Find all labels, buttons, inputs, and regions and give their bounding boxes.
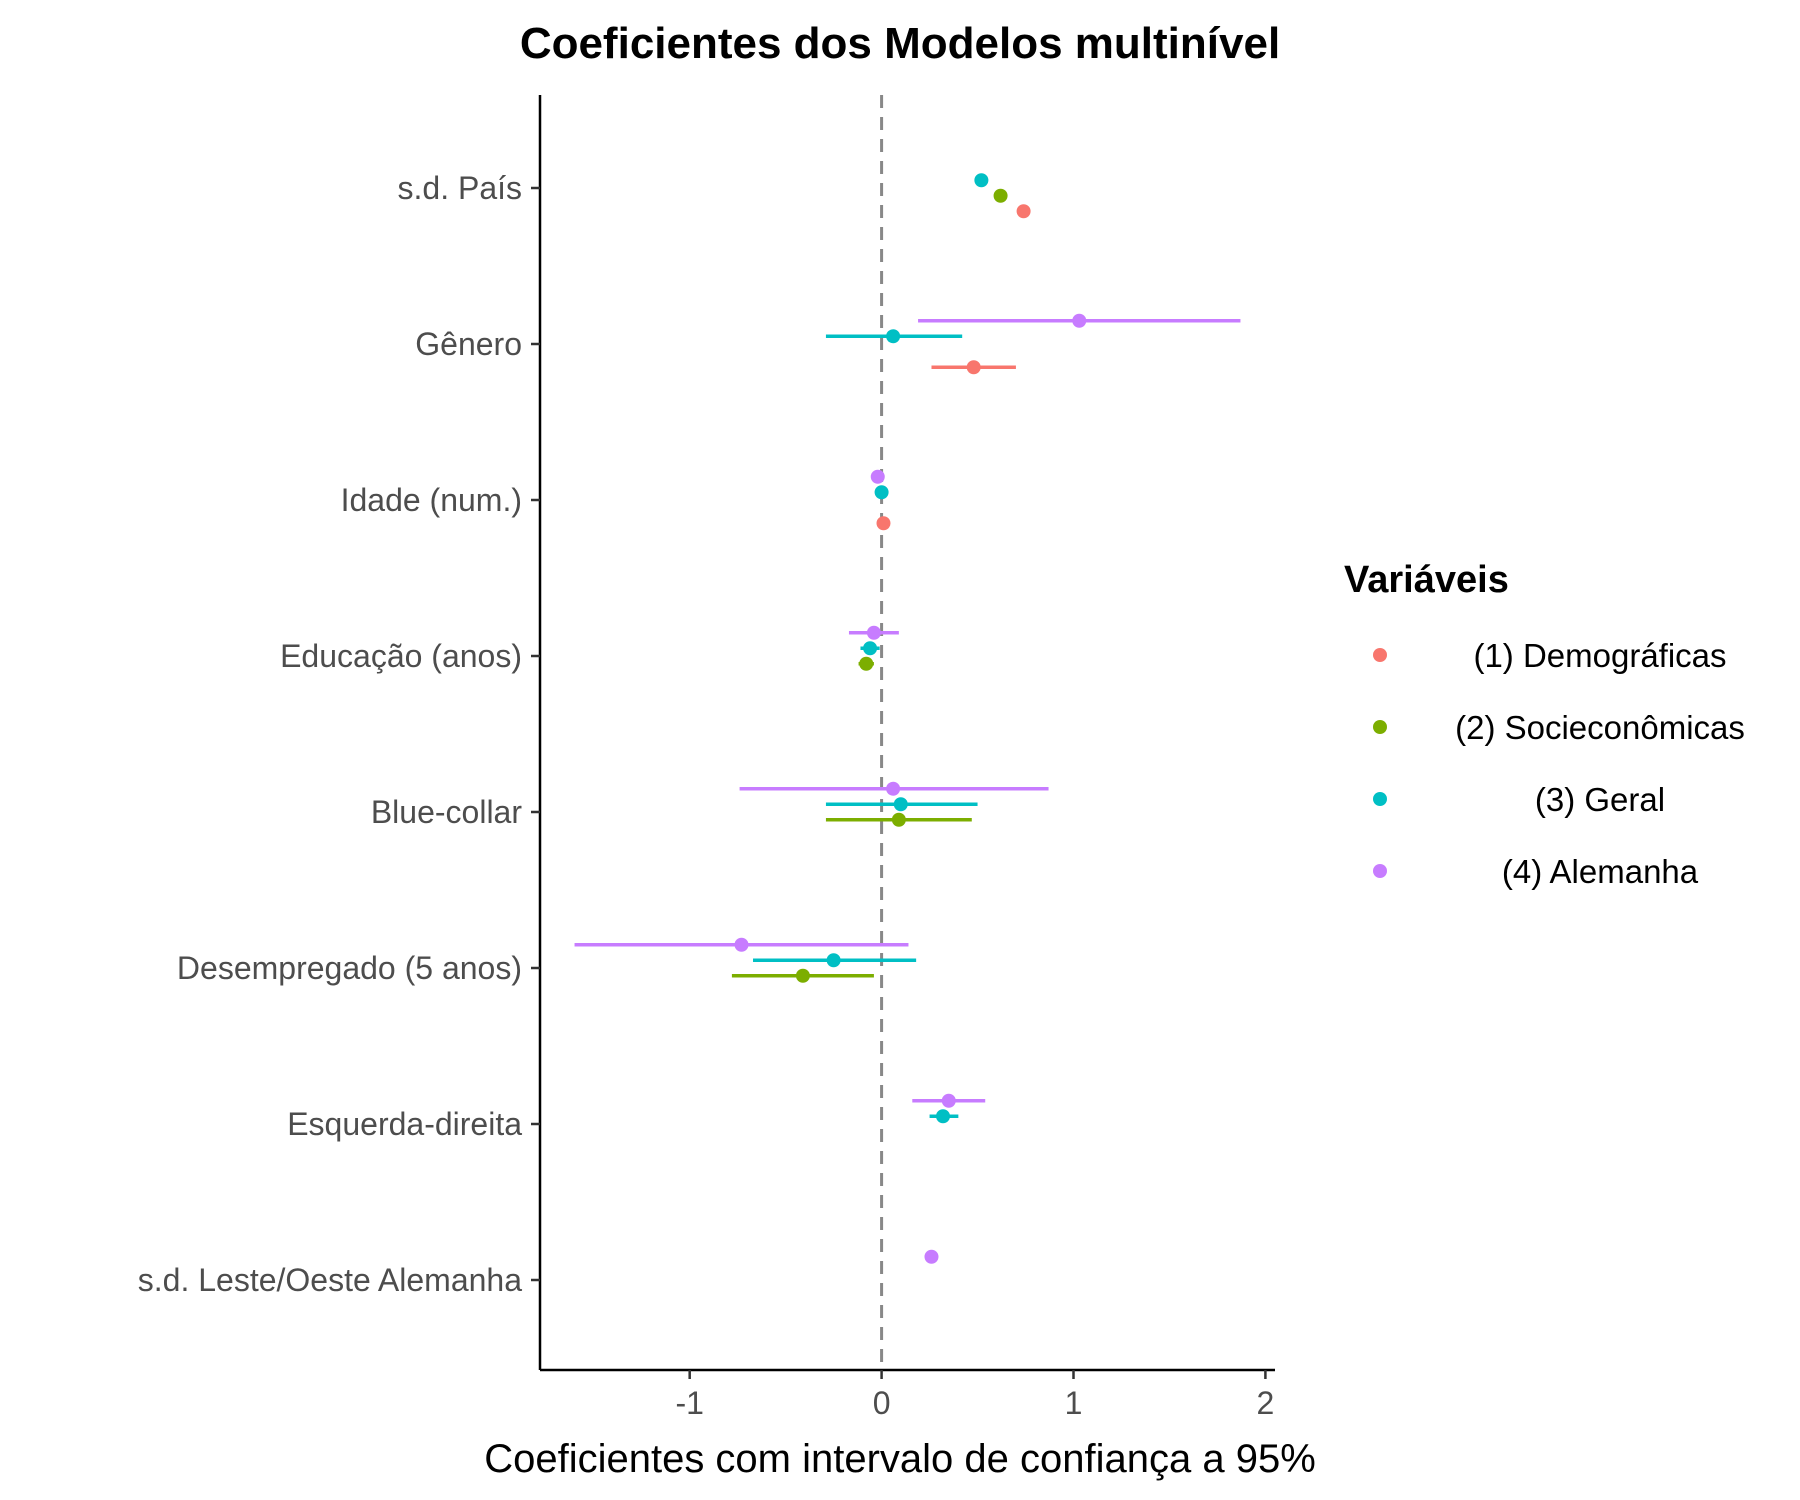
x-tick-label: -1 (675, 1385, 703, 1421)
chart-title: Coeficientes dos Modelos multinível (520, 19, 1280, 68)
point-estimate (941, 1093, 956, 1108)
y-tick-label: Educação (anos) (280, 638, 522, 674)
point-estimate (1016, 204, 1031, 219)
point-estimate (826, 953, 841, 968)
point-estimate (859, 656, 874, 671)
plot-area: s.d. País Gênero Idade (num.) Educação (ano… (138, 95, 1275, 1421)
y-tick-label: Idade (num.) (341, 482, 522, 518)
legend-label: (2) Socieconômicas (1455, 709, 1745, 746)
legend: Variáveis (1) Demográficas (2) Socieconôm… (1344, 559, 1745, 890)
series-4 (574, 313, 1241, 1264)
point-estimate (993, 188, 1008, 203)
y-tick-label: Desempregado (5 anos) (177, 950, 522, 986)
point-estimate (866, 625, 881, 640)
x-tick-label: 1 (1065, 1385, 1083, 1421)
point-estimate (966, 360, 981, 375)
point-estimate (1072, 313, 1087, 328)
point-estimate (795, 968, 810, 983)
legend-label: (3) Geral (1535, 781, 1665, 818)
y-tick-label: s.d. País (398, 170, 523, 206)
point-estimate (886, 781, 901, 796)
point-estimate (924, 1249, 939, 1264)
series-1 (876, 204, 1031, 531)
legend-key (1373, 864, 1387, 878)
series-2 (731, 188, 1008, 983)
legend-label: (1) Demográficas (1473, 637, 1726, 674)
legend-key (1373, 792, 1387, 806)
point-estimate (886, 329, 901, 344)
legend-title: Variáveis (1344, 559, 1509, 601)
x-tick-label: 0 (873, 1385, 891, 1421)
point-estimate (870, 469, 885, 484)
point-estimate (876, 516, 891, 531)
y-tick-label: Gênero (415, 326, 522, 362)
x-tick-label: 2 (1257, 1385, 1275, 1421)
point-estimate (936, 1109, 951, 1124)
series-3 (753, 173, 989, 1124)
point-estimate (863, 641, 878, 656)
legend-key (1373, 720, 1387, 734)
y-tick-label: Esquerda-direita (287, 1106, 522, 1142)
point-estimate (974, 173, 989, 188)
y-tick-label: Blue-collar (371, 794, 523, 830)
y-tick-label: s.d. Leste/Oeste Alemanha (138, 1262, 522, 1298)
point-estimate (874, 485, 889, 500)
point-estimate (893, 797, 908, 812)
point-estimate (891, 812, 906, 827)
point-estimate (734, 937, 749, 952)
legend-key (1373, 648, 1387, 662)
x-axis-label: Coeficientes com intervalo de confiança … (484, 1437, 1316, 1481)
legend-label: (4) Alemanha (1502, 853, 1699, 890)
